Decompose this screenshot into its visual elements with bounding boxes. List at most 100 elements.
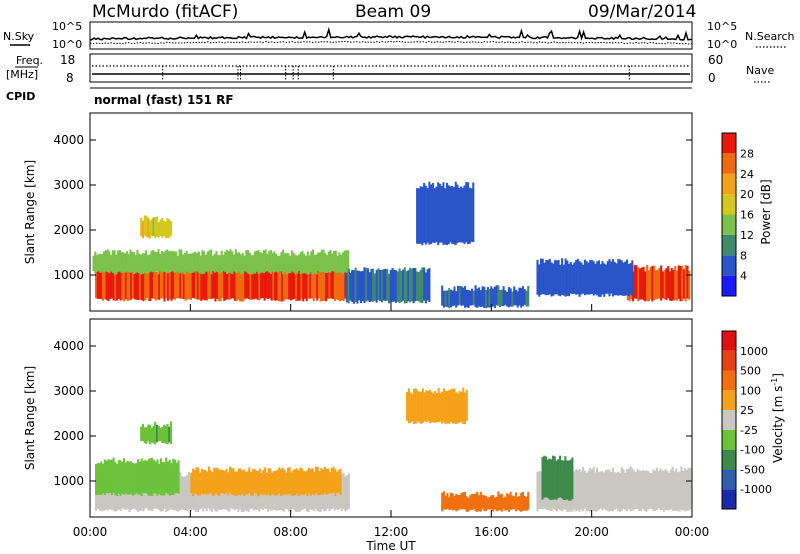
heatmap-cell	[265, 270, 268, 299]
heatmap-cell	[541, 258, 544, 294]
heatmap-cell	[483, 286, 486, 309]
heatmap-cell	[246, 268, 249, 299]
heatmap-cell	[465, 289, 468, 308]
heatmap-cell	[237, 468, 240, 495]
heatmap-cell	[254, 251, 257, 274]
heatmap-cell	[669, 469, 672, 510]
heatmap-cell	[295, 267, 298, 302]
colorbar-swatch	[722, 194, 736, 215]
power-ylabel: Slant Range [km]	[23, 160, 37, 264]
heatmap-cell	[520, 492, 523, 512]
heatmap-cell	[562, 264, 565, 296]
heatmap-cell	[478, 287, 481, 307]
heatmap-cell	[98, 463, 101, 495]
heatmap-cell	[272, 471, 275, 495]
heatmap-cell	[488, 497, 491, 510]
heatmap-cell	[208, 250, 211, 272]
heatmap-cell	[655, 467, 658, 510]
x-tick-label: 04:00	[173, 525, 208, 539]
heatmap-cell	[191, 269, 194, 298]
heatmap-cell	[518, 287, 521, 306]
heatmap-cell	[657, 471, 660, 509]
heatmap-cell	[159, 428, 162, 442]
colorbar-swatch	[722, 370, 736, 391]
heatmap-cell	[144, 460, 147, 494]
heatmap-cell	[679, 266, 682, 302]
heatmap-cell	[307, 467, 311, 494]
heatmap-cell	[462, 492, 465, 510]
noise-left-tick-bottom: 10^0	[52, 38, 82, 51]
heatmap-cell	[546, 459, 549, 498]
heatmap-cell	[300, 468, 304, 494]
heatmap-cell	[224, 251, 227, 272]
heatmap-cell	[282, 249, 285, 275]
heatmap-cell	[342, 472, 345, 509]
heatmap-cell	[170, 270, 173, 301]
heatmap-cell	[301, 251, 304, 274]
heatmap-cell	[421, 267, 424, 304]
heatmap-cell	[242, 268, 245, 302]
heatmap-cell	[175, 251, 178, 273]
heatmap-cell	[458, 494, 461, 510]
heatmap-cell	[213, 254, 216, 273]
heatmap-cell	[627, 468, 630, 510]
heatmap-cell	[97, 254, 100, 272]
heatmap-cell	[583, 259, 586, 296]
heatmap-cell	[444, 390, 447, 425]
heatmap-cell	[668, 271, 671, 301]
heatmap-cell	[538, 470, 541, 510]
heatmap-cell	[240, 254, 243, 275]
heatmap-cell	[321, 267, 324, 302]
heatmap-cell	[333, 250, 336, 272]
heatmap-cell	[552, 263, 555, 296]
heatmap-cell	[147, 267, 150, 302]
heatmap-cell	[343, 250, 346, 273]
heatmap-cell	[232, 254, 236, 272]
heatmap-cell	[523, 495, 526, 511]
heatmap-cell	[117, 460, 120, 494]
heatmap-cell	[159, 270, 163, 299]
heatmap-cell	[122, 252, 125, 272]
heatmap-cell	[428, 389, 431, 424]
heatmap-cell	[642, 266, 645, 301]
heatmap-cell	[559, 455, 562, 498]
heatmap-cell	[142, 265, 145, 302]
heatmap-cell	[152, 217, 155, 236]
heatmap-cell	[341, 252, 344, 275]
heatmap-cell	[435, 392, 438, 423]
heatmap-cell	[372, 268, 375, 302]
heatmap-cell	[116, 464, 119, 497]
heatmap-cell	[448, 497, 451, 510]
nave-tick-bottom: 0	[708, 71, 716, 85]
heatmap-cell	[164, 221, 167, 239]
heatmap-cell	[527, 491, 530, 510]
heatmap-cell	[300, 267, 303, 299]
heatmap-cell	[485, 289, 488, 309]
velocity-colorbar-title: Velocity [m s-1]	[770, 373, 785, 463]
heatmap-cell	[154, 421, 157, 445]
heatmap-cell	[251, 469, 254, 496]
heatmap-cell	[424, 272, 427, 304]
heatmap-cell	[662, 470, 665, 512]
heatmap-cell	[304, 255, 308, 274]
heatmap-cell	[681, 265, 684, 302]
heatmap-cell	[237, 267, 240, 300]
heatmap-cell	[279, 468, 282, 496]
heatmap-cell	[285, 472, 288, 495]
heatmap-cell	[319, 270, 322, 302]
heatmap-cell	[560, 460, 563, 499]
heatmap-cell	[469, 495, 472, 510]
heatmap-cell	[453, 286, 456, 306]
heatmap-cell	[615, 472, 618, 509]
nave-label: Nave	[746, 64, 774, 77]
heatmap-cell	[165, 477, 168, 512]
heatmap-cell	[644, 271, 647, 302]
heatmap-cell	[673, 471, 676, 511]
heatmap-cell	[137, 477, 140, 512]
heatmap-cell	[363, 267, 366, 304]
heatmap-cell	[155, 251, 158, 272]
heatmap-cell	[536, 259, 539, 295]
heatmap-cell	[161, 217, 164, 238]
heatmap-cell	[538, 264, 541, 297]
heatmap-cell	[164, 425, 167, 444]
